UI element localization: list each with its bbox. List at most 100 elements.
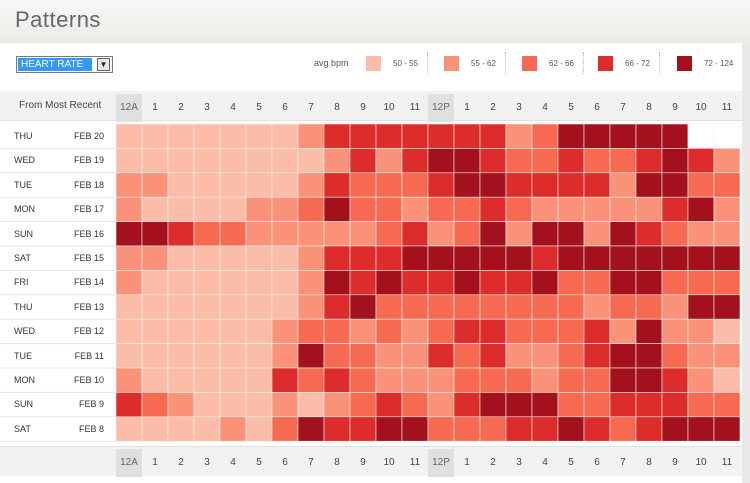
heatmap-cell[interactable]: [271, 270, 299, 296]
heatmap-cell[interactable]: [167, 148, 195, 174]
heatmap-cell[interactable]: [531, 343, 559, 369]
heatmap-cell[interactable]: [505, 392, 533, 418]
heatmap-cell[interactable]: [401, 123, 429, 149]
heatmap-cell[interactable]: [141, 148, 169, 174]
heatmap-cell[interactable]: [141, 245, 169, 271]
heatmap-cell[interactable]: [583, 172, 611, 198]
heatmap-cell[interactable]: [167, 221, 195, 247]
heatmap-cell[interactable]: [193, 392, 221, 418]
heatmap-cell[interactable]: [323, 148, 351, 174]
heatmap-cell[interactable]: [531, 221, 559, 247]
heatmap-cell[interactable]: [609, 367, 637, 393]
heatmap-cell[interactable]: [661, 416, 689, 442]
heatmap-cell[interactable]: [427, 245, 455, 271]
heatmap-cell[interactable]: [193, 196, 221, 222]
heatmap-cell[interactable]: [115, 270, 143, 296]
heatmap-cell[interactable]: [141, 196, 169, 222]
heatmap-cell[interactable]: [245, 367, 273, 393]
heatmap-cell[interactable]: [115, 294, 143, 320]
heatmap-cell[interactable]: [453, 148, 481, 174]
heatmap-cell[interactable]: [505, 148, 533, 174]
heatmap-cell[interactable]: [661, 270, 689, 296]
heatmap-cell[interactable]: [271, 245, 299, 271]
heatmap-cell[interactable]: [531, 294, 559, 320]
heatmap-cell[interactable]: [271, 221, 299, 247]
heatmap-cell[interactable]: [453, 416, 481, 442]
heatmap-cell[interactable]: [375, 172, 403, 198]
heatmap-cell[interactable]: [453, 123, 481, 149]
heatmap-cell[interactable]: [453, 172, 481, 198]
heatmap-cell[interactable]: [375, 343, 403, 369]
heatmap-cell[interactable]: [453, 392, 481, 418]
heatmap-cell[interactable]: [557, 416, 585, 442]
heatmap-cell[interactable]: [141, 221, 169, 247]
heatmap-cell[interactable]: [531, 392, 559, 418]
heatmap-cell[interactable]: [505, 416, 533, 442]
heatmap-cell[interactable]: [609, 343, 637, 369]
heatmap-cell[interactable]: [635, 392, 663, 418]
heatmap-cell[interactable]: [349, 392, 377, 418]
heatmap-cell[interactable]: [349, 294, 377, 320]
heatmap-cell[interactable]: [401, 245, 429, 271]
heatmap-cell[interactable]: [479, 318, 507, 344]
heatmap-cell[interactable]: [375, 148, 403, 174]
heatmap-cell[interactable]: [609, 196, 637, 222]
heatmap-cell[interactable]: [635, 343, 663, 369]
heatmap-cell[interactable]: [713, 367, 741, 393]
heatmap-cell[interactable]: [401, 392, 429, 418]
heatmap-cell[interactable]: [713, 148, 741, 174]
heatmap-cell[interactable]: [479, 392, 507, 418]
heatmap-cell[interactable]: [531, 318, 559, 344]
heatmap-cell[interactable]: [427, 172, 455, 198]
metric-select[interactable]: HEART RATE ▼: [16, 56, 113, 73]
heatmap-cell[interactable]: [427, 367, 455, 393]
heatmap-cell[interactable]: [687, 148, 715, 174]
heatmap-cell[interactable]: [609, 416, 637, 442]
heatmap-cell[interactable]: [271, 367, 299, 393]
heatmap-cell[interactable]: [401, 148, 429, 174]
heatmap-cell[interactable]: [219, 270, 247, 296]
heatmap-cell[interactable]: [401, 172, 429, 198]
heatmap-cell[interactable]: [453, 270, 481, 296]
heatmap-cell[interactable]: [583, 343, 611, 369]
heatmap-cell[interactable]: [505, 318, 533, 344]
heatmap-cell[interactable]: [583, 148, 611, 174]
heatmap-cell[interactable]: [713, 221, 741, 247]
heatmap-cell[interactable]: [635, 221, 663, 247]
heatmap-cell[interactable]: [505, 221, 533, 247]
heatmap-cell[interactable]: [323, 392, 351, 418]
heatmap-cell[interactable]: [167, 123, 195, 149]
heatmap-cell[interactable]: [271, 294, 299, 320]
heatmap-cell[interactable]: [661, 172, 689, 198]
heatmap-cell[interactable]: [141, 392, 169, 418]
heatmap-cell[interactable]: [557, 196, 585, 222]
heatmap-cell[interactable]: [531, 123, 559, 149]
heatmap-cell[interactable]: [557, 294, 585, 320]
heatmap-cell[interactable]: [609, 123, 637, 149]
heatmap-cell[interactable]: [297, 196, 325, 222]
heatmap-cell[interactable]: [349, 221, 377, 247]
heatmap-cell[interactable]: [245, 172, 273, 198]
heatmap-cell[interactable]: [713, 123, 741, 149]
heatmap-cell[interactable]: [557, 123, 585, 149]
heatmap-cell[interactable]: [115, 148, 143, 174]
heatmap-cell[interactable]: [687, 294, 715, 320]
heatmap-cell[interactable]: [245, 416, 273, 442]
heatmap-cell[interactable]: [219, 367, 247, 393]
heatmap-cell[interactable]: [375, 245, 403, 271]
heatmap-cell[interactable]: [687, 221, 715, 247]
heatmap-cell[interactable]: [323, 245, 351, 271]
heatmap-cell[interactable]: [167, 318, 195, 344]
heatmap-cell[interactable]: [375, 367, 403, 393]
heatmap-cell[interactable]: [479, 148, 507, 174]
heatmap-cell[interactable]: [297, 367, 325, 393]
heatmap-cell[interactable]: [245, 294, 273, 320]
heatmap-cell[interactable]: [427, 318, 455, 344]
heatmap-cell[interactable]: [193, 148, 221, 174]
heatmap-cell[interactable]: [687, 270, 715, 296]
heatmap-cell[interactable]: [297, 343, 325, 369]
heatmap-cell[interactable]: [583, 318, 611, 344]
heatmap-cell[interactable]: [531, 172, 559, 198]
heatmap-cell[interactable]: [479, 172, 507, 198]
heatmap-cell[interactable]: [115, 367, 143, 393]
